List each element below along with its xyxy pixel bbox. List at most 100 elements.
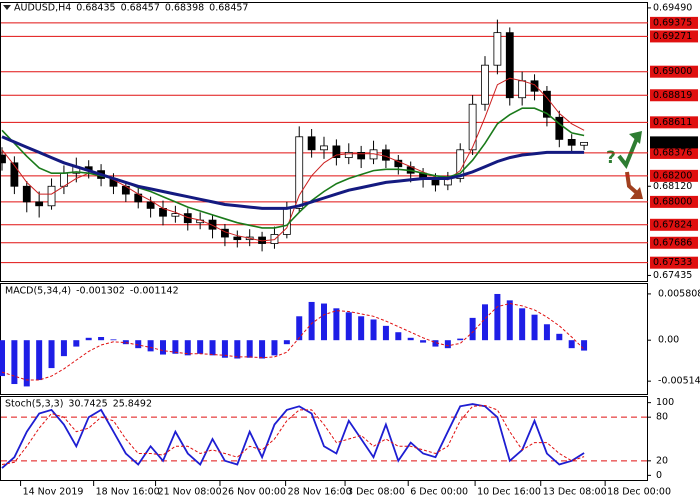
y-tick-label: 0.69490: [653, 2, 692, 13]
down-arrow: [625, 171, 639, 195]
level-label-box: [650, 16, 698, 29]
candle-body: [530, 80, 539, 92]
bar: [358, 316, 365, 341]
level-label: 0.69000: [653, 66, 692, 77]
bar: [382, 325, 389, 341]
y-tick-label: 0: [656, 470, 662, 481]
bar: [568, 340, 575, 349]
x-tick-label: 21 Nov 08:00: [158, 487, 222, 498]
macd-panel-frame: [0, 283, 648, 395]
line: [1, 404, 585, 465]
level-label: 0.69271: [653, 31, 692, 42]
candle-body: [493, 32, 502, 66]
bar: [11, 340, 18, 385]
bar: [531, 314, 538, 341]
candle-body: [0, 154, 6, 164]
candle-body: [580, 141, 588, 146]
y-tick-label: -0.00514: [658, 376, 700, 387]
bar: [469, 317, 476, 341]
level-label: 0.68000: [653, 196, 692, 207]
y-tick-label: 0.68120: [653, 181, 692, 192]
bar: [519, 308, 526, 341]
bar: [98, 337, 105, 341]
bar: [395, 332, 402, 341]
candle-body: [468, 103, 477, 151]
bar: [345, 312, 352, 341]
bar: [506, 300, 513, 341]
bar: [581, 340, 588, 351]
bar: [110, 339, 117, 341]
candle-body: [22, 185, 31, 203]
bar: [73, 340, 80, 347]
readout-value: 30.7425: [68, 399, 107, 410]
candle-body: [208, 219, 217, 230]
bar: [482, 304, 488, 341]
y-tick-label: 100: [656, 397, 674, 408]
candle-body: [518, 80, 527, 99]
bar: [296, 316, 303, 341]
readout-value: 0.68457: [121, 3, 160, 14]
line: [1, 135, 585, 210]
bar: [184, 340, 191, 356]
x-tick-label: 14 Nov 2019: [23, 487, 84, 498]
level-label: 0.67824: [653, 219, 692, 230]
candle-body: [357, 152, 366, 160]
bar: [246, 340, 253, 358]
stoch-panel-frame: [0, 396, 648, 481]
readout-value: 0.68435: [76, 3, 115, 14]
y-tick-label: 0.00: [658, 335, 679, 346]
bar: [444, 340, 451, 349]
x-tick-label: 10 Dec 16:00: [477, 487, 541, 498]
question-mark: ?: [606, 148, 616, 168]
up-arrow-head: [629, 131, 642, 144]
bar: [370, 319, 377, 341]
readout-value: -0.001302: [76, 286, 125, 297]
bar: [48, 340, 55, 369]
bar: [494, 293, 501, 341]
bar: [147, 340, 154, 352]
x-tick-label: 18 Dec 00:00: [607, 487, 671, 498]
level-label-box: [650, 236, 698, 249]
bar: [60, 340, 67, 357]
line: [1, 302, 585, 381]
bar: [85, 337, 92, 341]
bar: [135, 340, 142, 349]
readout-value: 25.8492: [113, 399, 152, 410]
level-label: 0.68611: [653, 117, 692, 128]
panel-title: Stoch(5,3,3): [5, 399, 63, 410]
bar: [0, 340, 5, 377]
candle-body: [233, 236, 242, 241]
candle-body: [481, 64, 489, 105]
level-label-box: [650, 256, 698, 269]
bar: [36, 340, 43, 381]
level-label-box: [650, 65, 698, 78]
candle-body: [295, 136, 304, 209]
candle-body: [567, 138, 576, 146]
candle-body: [555, 116, 564, 140]
level-label-box: [650, 218, 698, 231]
y-tick-label: 20: [656, 455, 668, 466]
down-arrow-head: [630, 187, 643, 199]
bar: [407, 337, 414, 341]
level-label-box: [650, 30, 698, 43]
x-tick-label: 6 Dec 00:00: [410, 487, 468, 498]
x-tick-label: 18 Nov 16:00: [96, 487, 160, 498]
bar: [197, 340, 204, 354]
main-panel-frame: [0, 2, 648, 282]
bar: [234, 340, 241, 359]
bar: [432, 340, 439, 347]
y-tick-label: 0.005808: [658, 288, 700, 299]
level-label: 0.68200: [653, 170, 692, 181]
bar: [457, 338, 464, 341]
candle-body: [505, 32, 514, 99]
line: [1, 403, 585, 469]
candle-body: [543, 90, 551, 118]
level-label-box: [650, 195, 698, 208]
panel-title: AUDUSD,H4: [14, 3, 71, 14]
readout-value: 0.68457: [209, 3, 248, 14]
symbol-icon: [3, 5, 11, 10]
level-label-box: [650, 169, 698, 182]
level-label: 0.67686: [653, 237, 692, 248]
bar: [333, 308, 340, 341]
